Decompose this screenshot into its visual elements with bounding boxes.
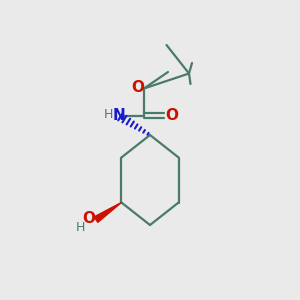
Text: O: O xyxy=(82,211,95,226)
Text: O: O xyxy=(165,108,178,123)
Text: H: H xyxy=(103,108,113,121)
Text: N: N xyxy=(112,108,125,123)
Text: H: H xyxy=(76,220,85,234)
Polygon shape xyxy=(94,202,122,222)
Text: O: O xyxy=(131,80,144,94)
